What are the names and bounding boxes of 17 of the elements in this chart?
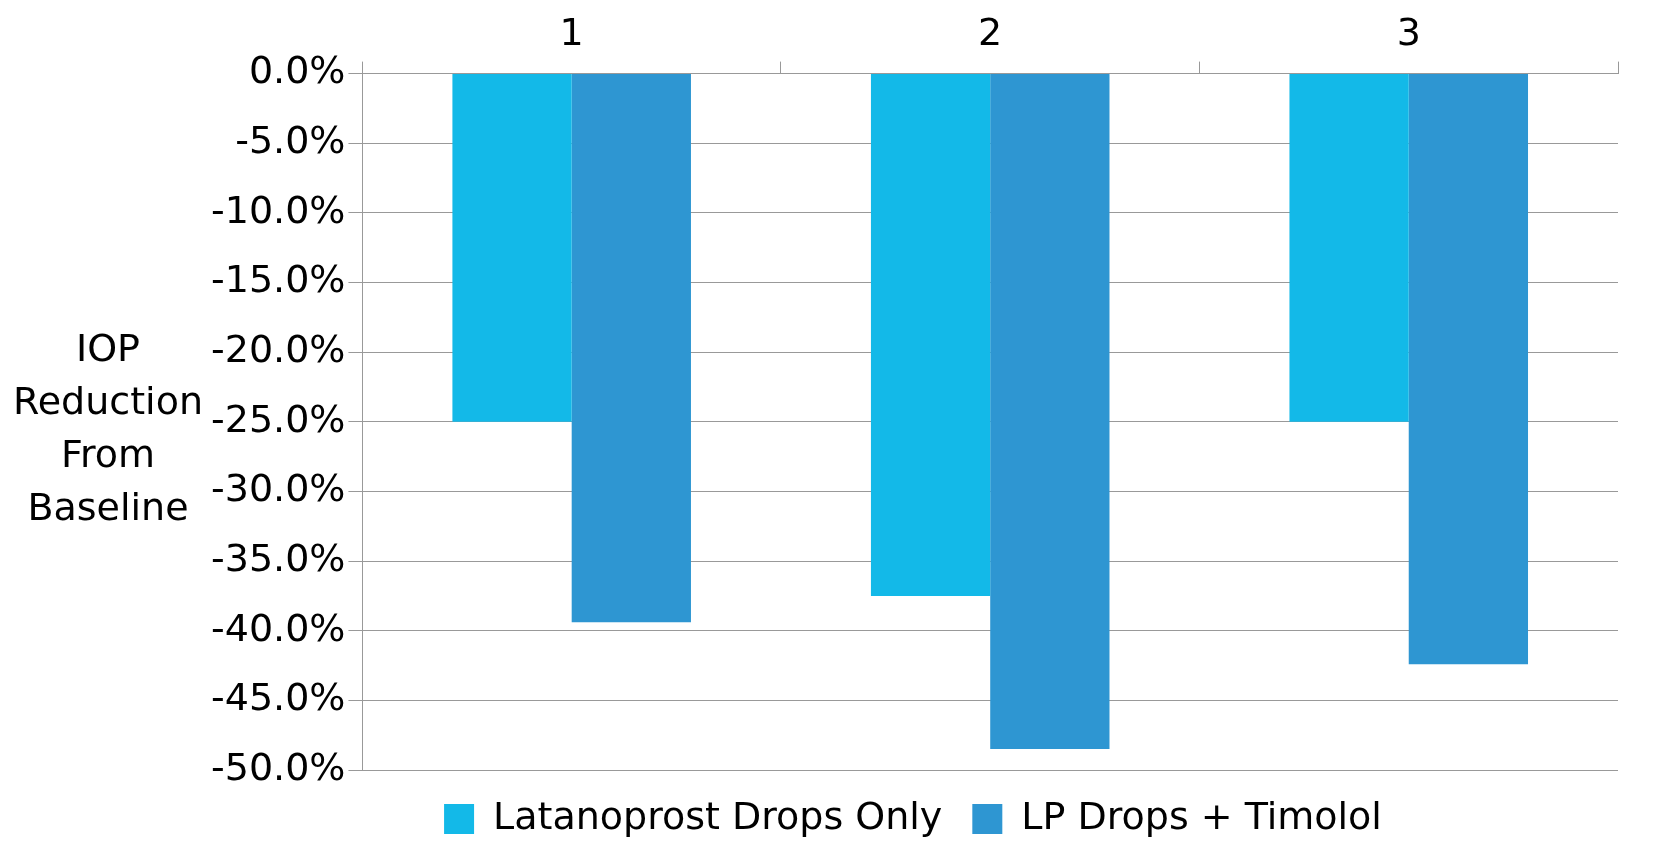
- y-tick-label: -5.0%: [235, 118, 346, 163]
- x-tick-label: 2: [978, 9, 1003, 54]
- y-tick-label: -30.0%: [210, 466, 346, 511]
- y-tick-label: -20.0%: [210, 327, 346, 372]
- y-tick-label: -40.0%: [210, 605, 346, 650]
- x-tick-label: 3: [1396, 9, 1421, 54]
- y-axis-title: IOP Reduction From Baseline: [12, 324, 204, 532]
- y-tick-label: -50.0%: [210, 744, 346, 789]
- y-tick-label: -25.0%: [210, 396, 346, 441]
- x-tick-label: 1: [559, 9, 584, 54]
- legend-label: LP Drops + Timolol: [1021, 793, 1382, 838]
- y-tick-label: 0.0%: [248, 48, 346, 93]
- y-tick-label: -45.0%: [210, 675, 346, 720]
- y-tick-label: -35.0%: [210, 535, 346, 580]
- y-tick-label: -15.0%: [210, 257, 346, 302]
- y-tick-label: -10.0%: [210, 187, 346, 232]
- legend-label: Latanoprost Drops Only: [493, 793, 943, 838]
